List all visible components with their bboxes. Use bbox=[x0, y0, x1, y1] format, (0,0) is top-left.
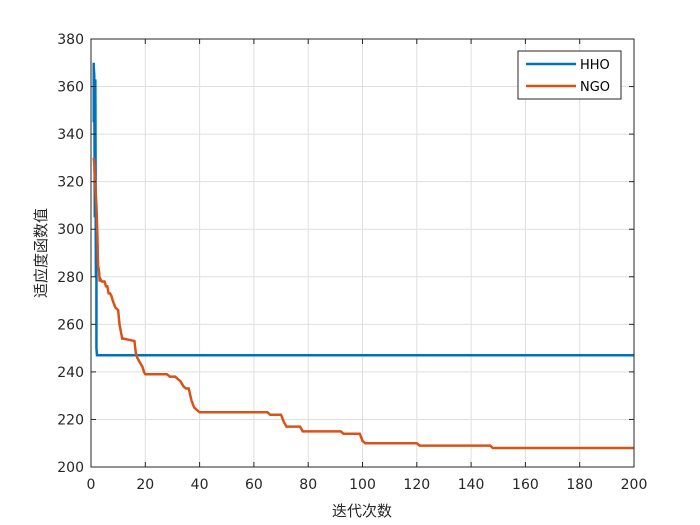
x-tick-label: 40 bbox=[191, 477, 209, 493]
x-tick-label: 180 bbox=[566, 477, 593, 493]
legend-label-hho: HHO bbox=[580, 58, 610, 73]
y-tick-label: 320 bbox=[57, 175, 84, 191]
x-tick-label: 80 bbox=[299, 477, 317, 493]
axis-ticks: 0 20 40 60 80 100 120 140 160 180 200 200 220 240 260 2… bbox=[57, 32, 647, 493]
x-tick-label: 200 bbox=[621, 477, 648, 493]
x-tick-label: 120 bbox=[403, 477, 430, 493]
legend-box bbox=[517, 50, 622, 100]
series-layer bbox=[92, 62, 634, 450]
y-tick-label: 380 bbox=[57, 32, 84, 48]
y-tick-label: 220 bbox=[57, 412, 84, 428]
series-line-ngo bbox=[92, 157, 634, 450]
y-tick-label: 200 bbox=[57, 460, 84, 476]
x-tick-label: 0 bbox=[87, 477, 96, 493]
x-tick-label: 160 bbox=[512, 477, 539, 493]
x-tick-label: 20 bbox=[136, 477, 154, 493]
y-tick-label: 360 bbox=[57, 80, 84, 96]
x-tick-label: 140 bbox=[458, 477, 485, 493]
y-tick-label: 280 bbox=[57, 270, 84, 286]
grid-lines bbox=[91, 39, 634, 467]
x-tick-label: 60 bbox=[245, 477, 263, 493]
y-tick-label: 260 bbox=[57, 317, 84, 333]
x-tick-label: 100 bbox=[349, 477, 376, 493]
legend-label-ngo: NGO bbox=[580, 80, 610, 95]
y-tick-label: 240 bbox=[57, 365, 84, 381]
x-axis-title: 迭代次数 bbox=[332, 502, 392, 520]
legend: HHO NGO bbox=[517, 50, 622, 100]
y-tick-label: 340 bbox=[57, 127, 84, 143]
y-axis-title: 适应度函数值 bbox=[32, 208, 50, 298]
y-tick-label: 300 bbox=[57, 222, 84, 238]
